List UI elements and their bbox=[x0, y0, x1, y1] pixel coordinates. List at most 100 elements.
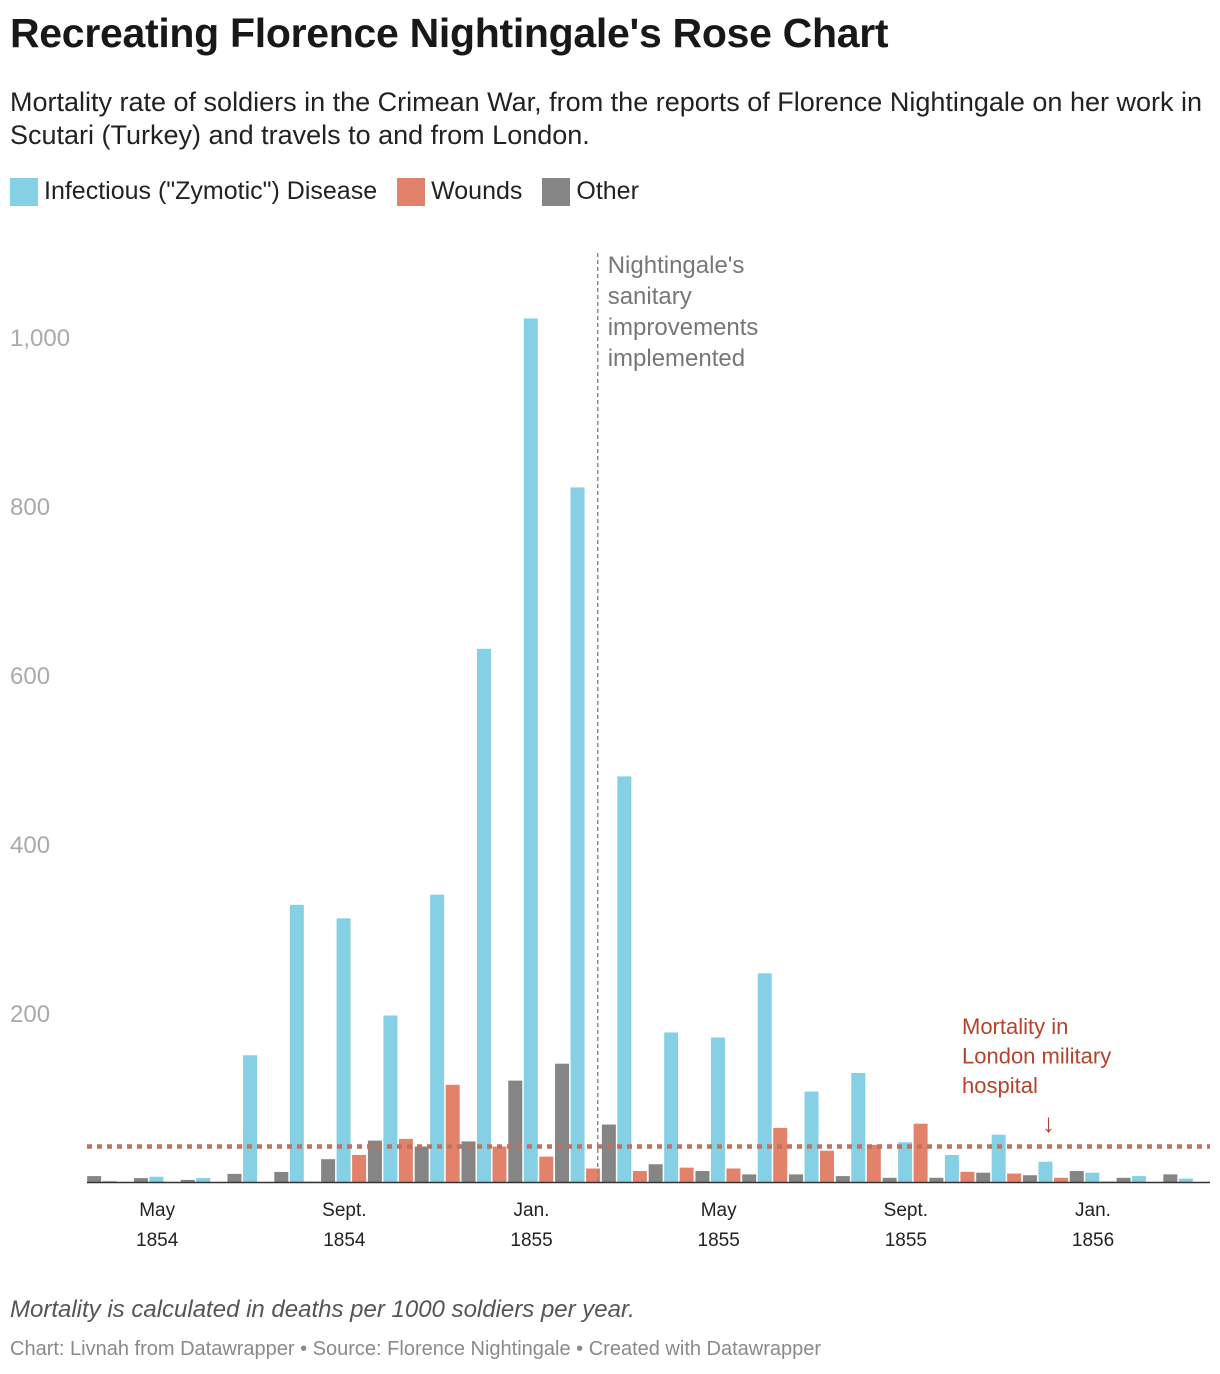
bar-disease bbox=[476, 648, 491, 1182]
x-tick-month: Sept. bbox=[322, 1200, 366, 1221]
y-tick-label: 400 bbox=[10, 832, 50, 859]
bar-disease bbox=[336, 918, 351, 1182]
x-tick-year: 1855 bbox=[698, 1230, 740, 1251]
x-tick-month: Jan. bbox=[1075, 1200, 1111, 1221]
bar-disease bbox=[991, 1134, 1006, 1182]
bar-other bbox=[835, 1176, 850, 1183]
x-tick-year: 1855 bbox=[885, 1230, 927, 1251]
bar-disease bbox=[430, 894, 445, 1182]
bar-other bbox=[1069, 1171, 1084, 1182]
bar-other bbox=[789, 1174, 804, 1182]
bar-disease bbox=[710, 1037, 725, 1183]
bar-disease bbox=[944, 1154, 959, 1182]
bar-wounds bbox=[492, 1146, 507, 1182]
chart-title: Recreating Florence Nightingale's Rose C… bbox=[10, 10, 889, 56]
bar-disease bbox=[1038, 1161, 1053, 1182]
bar-other bbox=[882, 1177, 897, 1182]
bar-other bbox=[976, 1172, 991, 1182]
bar-other bbox=[321, 1159, 336, 1182]
bar-wounds bbox=[820, 1150, 835, 1182]
bar-disease bbox=[1132, 1176, 1147, 1183]
bar-wounds bbox=[1053, 1177, 1068, 1182]
bar-other bbox=[742, 1174, 757, 1182]
bar-wounds bbox=[913, 1123, 928, 1182]
bar-disease bbox=[851, 1072, 866, 1182]
bar-other bbox=[1116, 1177, 1131, 1182]
bar-disease bbox=[570, 487, 585, 1182]
y-tick-label: 600 bbox=[10, 663, 50, 690]
legend-label-wounds: Wounds bbox=[431, 177, 523, 205]
bar-disease bbox=[664, 1032, 679, 1182]
chart-footer: Chart: Livnah from Datawrapper • Source:… bbox=[10, 1338, 822, 1360]
bar-other bbox=[555, 1063, 570, 1182]
bar-disease bbox=[898, 1142, 913, 1182]
bar-other bbox=[274, 1171, 289, 1182]
legend-label-disease: Infectious ("Zymotic") Disease bbox=[44, 177, 378, 205]
legend-item-wounds: Wounds bbox=[397, 177, 522, 206]
y-tick-label: 200 bbox=[10, 1001, 50, 1028]
legend-item-disease: Infectious ("Zymotic") Disease bbox=[10, 177, 377, 206]
x-tick-year: 1856 bbox=[1072, 1230, 1114, 1251]
bar-wounds bbox=[1007, 1173, 1022, 1182]
bar-disease bbox=[243, 1055, 258, 1182]
x-tick-month: Jan. bbox=[514, 1200, 550, 1221]
london-annotation-arrow: ↓ bbox=[1042, 1108, 1055, 1138]
bar-disease bbox=[196, 1178, 211, 1182]
bar-wounds bbox=[679, 1167, 694, 1182]
bar-other bbox=[461, 1141, 476, 1182]
legend-item-other: Other bbox=[542, 177, 639, 206]
bar-other bbox=[367, 1140, 382, 1183]
bar-wounds bbox=[773, 1127, 788, 1182]
bar-other bbox=[1022, 1175, 1037, 1182]
bar-other bbox=[180, 1179, 195, 1182]
x-tick-month: Sept. bbox=[884, 1200, 928, 1221]
bar-wounds bbox=[866, 1144, 881, 1182]
legend-swatch-disease bbox=[10, 177, 38, 206]
legend-swatch-wounds bbox=[397, 177, 426, 206]
bar-other bbox=[133, 1178, 148, 1182]
bar-wounds bbox=[632, 1171, 647, 1182]
bar-other bbox=[87, 1176, 102, 1183]
london-annotation-label: hospital bbox=[962, 1073, 1038, 1098]
sanitary-annotation-label: sanitary bbox=[608, 283, 692, 310]
chart-subtitle: Mortality rate of soldiers in the Crimea… bbox=[10, 87, 1202, 150]
bar-disease bbox=[1085, 1172, 1100, 1182]
london-annotation-label: London military bbox=[962, 1044, 1111, 1069]
x-tick-month: May bbox=[701, 1200, 737, 1221]
bar-disease bbox=[617, 776, 632, 1182]
bar-disease bbox=[757, 973, 772, 1182]
x-tick-year: 1855 bbox=[510, 1230, 552, 1251]
legend: Infectious ("Zymotic") Disease Wounds Ot… bbox=[10, 177, 659, 206]
bar-disease bbox=[804, 1091, 819, 1182]
bar-wounds bbox=[960, 1171, 975, 1182]
bar-other bbox=[414, 1146, 429, 1182]
legend-label-other: Other bbox=[576, 177, 639, 205]
bar-other bbox=[929, 1177, 944, 1182]
y-tick-label: 800 bbox=[10, 494, 50, 521]
bar-other bbox=[601, 1124, 616, 1182]
x-tick-year: 1854 bbox=[323, 1230, 366, 1251]
x-tick-month: May bbox=[139, 1200, 175, 1221]
bar-other bbox=[648, 1164, 663, 1183]
bar-disease bbox=[289, 904, 304, 1182]
london-annotation-label: Mortality in bbox=[962, 1014, 1068, 1039]
bar-other bbox=[1163, 1174, 1178, 1182]
bar-disease bbox=[523, 318, 538, 1182]
bar-wounds bbox=[586, 1168, 601, 1182]
bar-disease bbox=[383, 1015, 398, 1182]
bar-other bbox=[227, 1173, 242, 1182]
bar-wounds bbox=[539, 1156, 554, 1182]
bar-wounds bbox=[398, 1138, 413, 1182]
bar-disease bbox=[1178, 1178, 1193, 1182]
y-tick-label: 1,000 bbox=[10, 325, 70, 352]
bar-other bbox=[695, 1171, 710, 1182]
sanitary-annotation-label: Nightingale's bbox=[608, 252, 745, 279]
bar-disease bbox=[149, 1176, 164, 1182]
x-tick-year: 1854 bbox=[136, 1230, 179, 1251]
sanitary-annotation-label: implemented bbox=[608, 345, 745, 372]
bar-other bbox=[508, 1080, 523, 1182]
bar-wounds bbox=[726, 1168, 741, 1182]
bar-disease bbox=[102, 1180, 117, 1182]
bar-wounds bbox=[445, 1084, 460, 1182]
chart-note: Mortality is calculated in deaths per 10… bbox=[10, 1296, 635, 1323]
